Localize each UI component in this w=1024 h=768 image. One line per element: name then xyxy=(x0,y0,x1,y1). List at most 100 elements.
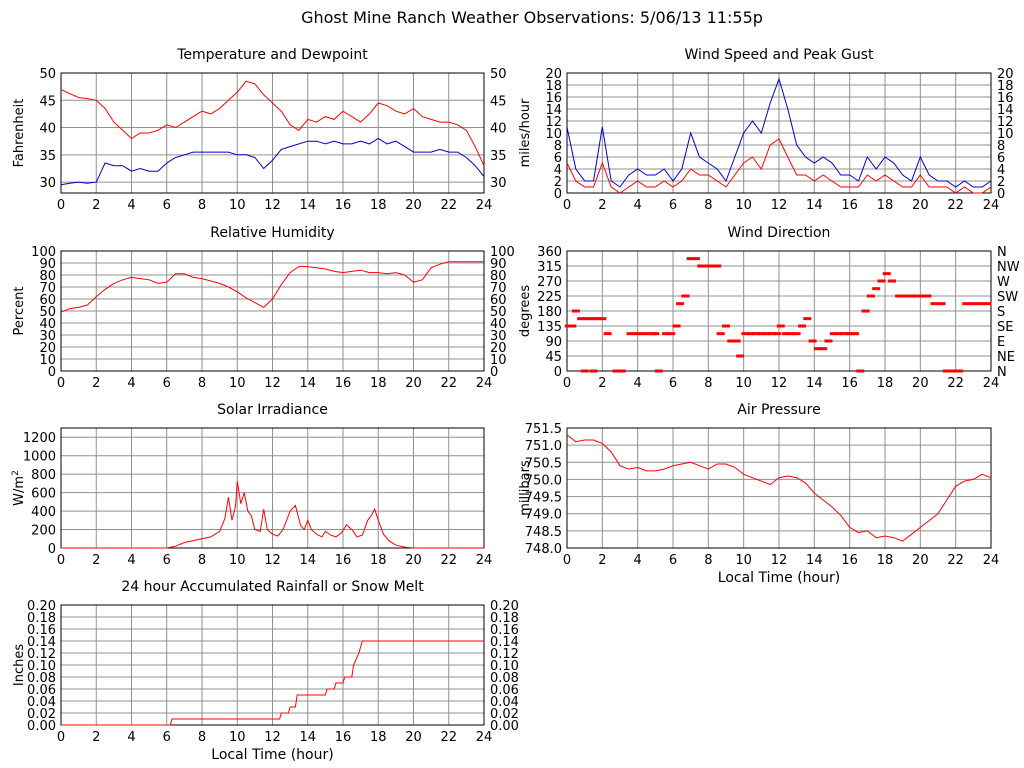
y-tick-label-right: 30 xyxy=(490,329,507,344)
x-tick-label: 6 xyxy=(163,198,171,213)
y-tick-label: 90 xyxy=(545,335,562,350)
x-tick-label: 16 xyxy=(335,553,352,568)
y-tick-label-right: 100 xyxy=(490,245,515,260)
compass-tick-label: E xyxy=(997,335,1005,350)
x-tick-label: 8 xyxy=(198,198,206,213)
y-tick-label-right: 0.06 xyxy=(490,683,519,698)
y-tick-label-right: 8 xyxy=(997,139,1005,154)
x-tick-label: 6 xyxy=(669,553,677,568)
x-tick-label: 24 xyxy=(476,376,493,391)
data-point xyxy=(835,332,844,336)
y-tick-label: 10 xyxy=(545,127,562,142)
x-tick-label: 8 xyxy=(704,553,712,568)
y-tick-label-right: 60 xyxy=(490,293,507,308)
y-tick-label: 45 xyxy=(39,94,56,109)
y-tick-label: 12 xyxy=(545,115,562,130)
data-point xyxy=(626,332,635,336)
data-point xyxy=(983,302,992,306)
series-line-1 xyxy=(566,138,992,194)
y-tick-label: 1200 xyxy=(23,431,56,446)
data-point xyxy=(667,332,676,336)
data-point xyxy=(877,279,886,283)
x-tick-label: 24 xyxy=(476,730,493,745)
chart-title: Solar Irradiance xyxy=(217,402,328,418)
y-tick-label: 2 xyxy=(554,175,562,190)
y-tick-label: 360 xyxy=(537,245,562,260)
compass-tick-label: SW xyxy=(997,290,1018,305)
x-tick-label: 22 xyxy=(440,198,457,213)
plot-frame xyxy=(60,72,485,194)
x-tick-label: 6 xyxy=(669,198,677,213)
y-tick-label: 270 xyxy=(537,275,562,290)
x-tick-label: 2 xyxy=(598,198,606,213)
x-tick-label: 22 xyxy=(440,376,457,391)
compass-tick-label: NW xyxy=(997,260,1020,275)
y-axis-label: Fahrenheit xyxy=(12,99,27,168)
data-point xyxy=(916,294,925,298)
y-axis-label: Inches xyxy=(12,644,27,686)
plot-frame xyxy=(60,604,485,726)
x-tick-label: 14 xyxy=(806,198,823,213)
compass-tick-label: S xyxy=(997,305,1005,320)
y-tick-label-right: 0.00 xyxy=(490,719,519,734)
x-tick-label: 16 xyxy=(335,376,352,391)
y-tick-label: 14 xyxy=(545,103,562,118)
y-tick-label-right: 0 xyxy=(490,365,498,380)
x-tick-label: 18 xyxy=(370,198,387,213)
x-tick-label: 4 xyxy=(127,376,135,391)
y-tick-label-right: 20 xyxy=(997,67,1014,82)
y-tick-label-right: 0.20 xyxy=(490,599,519,614)
x-tick-label: 18 xyxy=(370,553,387,568)
data-point xyxy=(633,332,642,336)
y-tick-label-right: 40 xyxy=(490,317,507,332)
x-tick-label: 6 xyxy=(669,376,677,391)
x-tick-label: 2 xyxy=(598,553,606,568)
data-point xyxy=(923,294,932,298)
y-tick-label: 749.0 xyxy=(525,508,562,523)
y-tick-label-right: 0.08 xyxy=(490,671,519,686)
data-point xyxy=(722,324,730,328)
x-tick-label: 24 xyxy=(983,198,1000,213)
y-tick-label-right: 0.16 xyxy=(490,623,519,638)
data-point xyxy=(824,339,833,343)
data-point xyxy=(895,294,904,298)
x-tick-label: 0 xyxy=(57,553,65,568)
x-tick-label: 12 xyxy=(264,553,281,568)
y-tick-label: 0.04 xyxy=(27,695,56,710)
data-point xyxy=(942,369,951,373)
data-point xyxy=(598,317,607,321)
x-tick-label: 16 xyxy=(841,553,858,568)
x-tick-label: 4 xyxy=(634,553,642,568)
x-tick-label: 8 xyxy=(704,376,712,391)
y-tick-label: 0 xyxy=(554,365,562,380)
data-point xyxy=(702,264,711,268)
chart-title: Relative Humidity xyxy=(210,225,334,241)
y-tick-label-right: 0.10 xyxy=(490,659,519,674)
chart-title: 24 hour Accumulated Rainfall or Snow Mel… xyxy=(121,579,424,595)
x-tick-label: 2 xyxy=(598,376,606,391)
data-point xyxy=(681,294,690,298)
y-tick-label: 0.06 xyxy=(27,683,56,698)
y-tick-label-right: 10 xyxy=(490,353,507,368)
series-line-0 xyxy=(61,640,484,726)
data-point xyxy=(691,257,700,261)
data-point xyxy=(727,339,736,343)
data-point xyxy=(969,302,978,306)
x-tick-label: 18 xyxy=(877,198,894,213)
y-tick-label: 0.20 xyxy=(27,599,56,614)
y-tick-label-right: 4 xyxy=(997,163,1005,178)
data-point xyxy=(661,332,670,336)
plot-frame xyxy=(60,250,485,372)
x-tick-label: 10 xyxy=(229,198,246,213)
x-tick-label: 0 xyxy=(563,198,571,213)
x-tick-label: 8 xyxy=(704,198,712,213)
series-line-0 xyxy=(566,434,992,542)
y-tick-label-right: 16 xyxy=(997,91,1014,106)
x-axis-label: Local Time (hour) xyxy=(211,747,333,763)
y-tick-label-right: 30 xyxy=(490,176,507,191)
x-tick-label: 4 xyxy=(634,198,642,213)
